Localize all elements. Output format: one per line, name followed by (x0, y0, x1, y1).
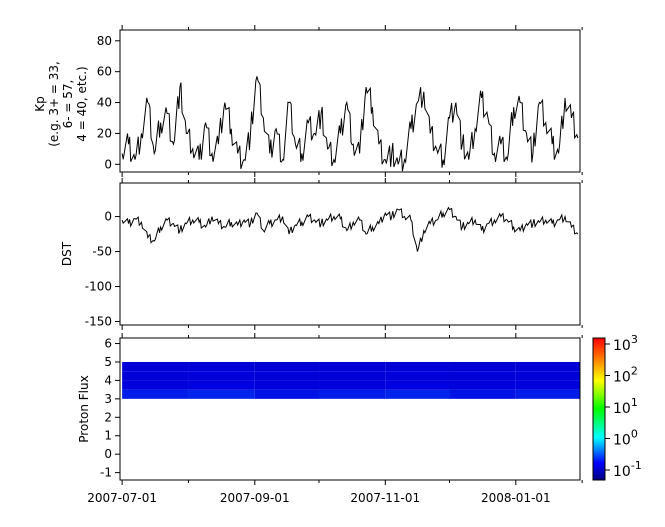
x-tick-label: 2008-01-01 (481, 491, 551, 505)
colorbar-tick-label: 101 (613, 396, 638, 417)
heatmap-cell (188, 361, 255, 372)
heatmap-cell (449, 361, 516, 372)
heatmap-cell (449, 389, 516, 399)
heatmap-cell (318, 380, 386, 390)
y-tick-label: 80 (97, 34, 112, 48)
heatmap-cell (385, 371, 450, 381)
y-tick-label: -150 (85, 315, 112, 329)
heatmap-cell (515, 389, 580, 399)
heatmap-cell (188, 389, 255, 399)
heatmap-cell (449, 371, 516, 381)
heatmap-cell (122, 361, 189, 372)
heatmap-cell (515, 371, 580, 381)
y-tick-label: 4 (104, 373, 112, 387)
kp-ylabel-2: (e.g. 3+ = 33, (47, 61, 61, 147)
colorbar (592, 337, 606, 481)
y-tick-label: 60 (97, 65, 112, 79)
y-tick-label: -100 (85, 280, 112, 294)
panel-frame-1 (119, 182, 581, 326)
heatmap-cell (254, 371, 319, 381)
y-tick-label: -50 (92, 245, 112, 259)
proton-ylabel: Proton Flux (77, 375, 91, 442)
colorbar-tick-label: 100 (613, 428, 638, 449)
heatmap-cell (318, 371, 386, 381)
panel-frame-2 (119, 337, 581, 481)
y-tick-label: 0 (104, 157, 112, 171)
y-tick-label: -1 (100, 466, 112, 480)
heatmap-cell (122, 371, 189, 381)
heatmap-cell (122, 389, 189, 399)
kp-ylabel-1: Kp (33, 96, 47, 112)
y-tick-label: 5 (104, 355, 112, 369)
colorbar-tick-label: 102 (613, 365, 638, 386)
heatmap-cell (385, 380, 450, 390)
heatmap-cell (188, 380, 255, 390)
heatmap-cell (254, 361, 319, 372)
heatmap-cell (318, 389, 386, 399)
y-tick-label: 3 (104, 392, 112, 406)
heatmap-cell (385, 389, 450, 399)
y-tick-label: 0 (104, 447, 112, 461)
kp-ylabel-4: 4 = 40, etc.) (75, 66, 89, 141)
y-tick-label: 1 (104, 429, 112, 443)
y-tick-label: 0 (104, 210, 112, 224)
heatmap-cell (188, 371, 255, 381)
heatmap-cell (449, 380, 516, 390)
x-tick-label: 2007-11-01 (350, 491, 420, 505)
y-tick-label: 40 (97, 96, 112, 110)
series-line-0 (121, 76, 579, 172)
y-tick-label: 20 (97, 126, 112, 140)
heatmap-cell (515, 361, 580, 372)
y-tick-label: 2 (104, 410, 112, 424)
colorbar-tick-label: 103 (613, 333, 638, 354)
heatmap-cell (385, 361, 450, 372)
series-line-1 (121, 206, 579, 252)
heatmap-cell (515, 380, 580, 390)
x-tick-label: 2007-09-01 (220, 491, 290, 505)
heatmap-cell (254, 380, 319, 390)
dst-ylabel: DST (60, 241, 74, 266)
kp-ylabel-3: 6- = 57, (61, 80, 75, 129)
y-tick-label: 6 (104, 337, 112, 351)
heatmap-cell (122, 380, 189, 390)
heatmap-cell (318, 361, 386, 372)
x-tick-label: 2007-07-01 (87, 491, 157, 505)
colorbar-tick-label: 10-1 (613, 459, 642, 480)
panel-frame-0 (119, 29, 581, 173)
heatmap-cell (254, 389, 319, 399)
